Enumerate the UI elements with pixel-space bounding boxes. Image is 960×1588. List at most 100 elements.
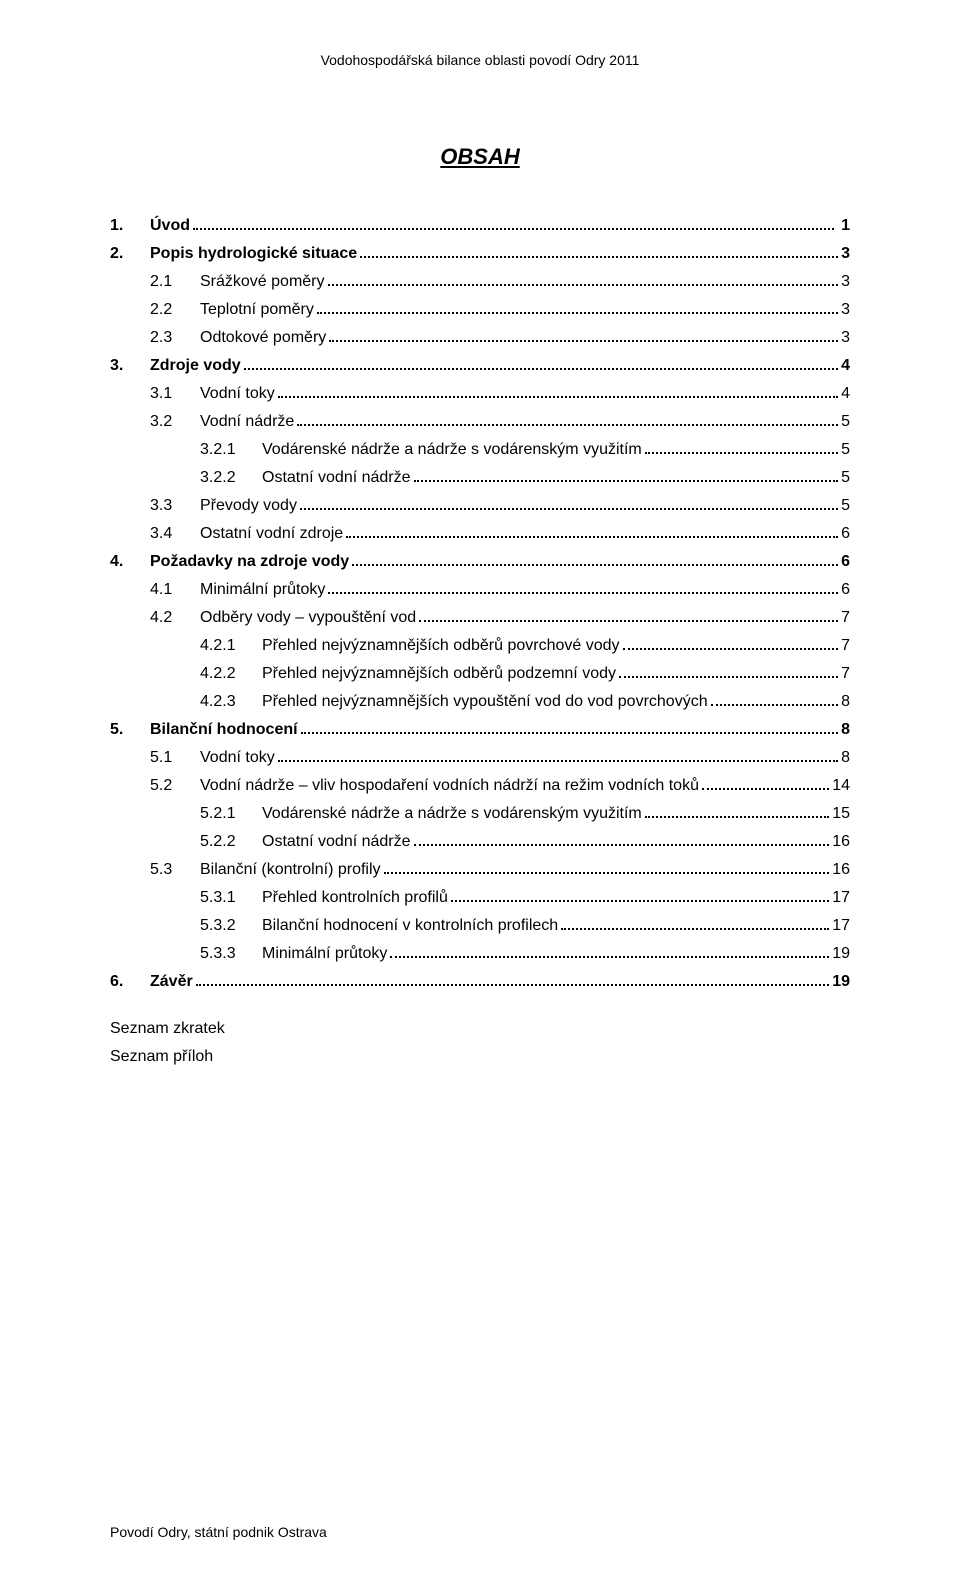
- toc-entry-number: 4.2.3: [200, 694, 262, 710]
- toc-entry-label: Vodní nádrže – vliv hospodaření vodních …: [200, 778, 699, 794]
- toc-entry: 2.2Teplotní poměry3: [110, 302, 850, 318]
- toc-entry-label: Přehled nejvýznamnějších odběrů podzemní…: [262, 666, 616, 682]
- toc-leader-dots: [301, 723, 839, 734]
- toc-container: 1.Úvod 12.Popis hydrologické situace32.1…: [110, 218, 850, 990]
- toc-entry: 5.1Vodní toky8: [110, 750, 850, 766]
- toc-leader-dots: [297, 415, 838, 426]
- toc-leader-dots: [619, 667, 838, 678]
- toc-entry-page: 3: [841, 246, 850, 262]
- toc-entry-label: Minimální průtoky: [200, 582, 325, 598]
- toc-leader-dots: [702, 779, 829, 790]
- toc-entry-page: 16: [832, 862, 850, 878]
- toc-entry-label: Odběry vody – vypouštění vod: [200, 610, 416, 626]
- toc-entry-label: Bilanční hodnocení: [150, 722, 298, 738]
- toc-entry: 1.Úvod 1: [110, 218, 850, 234]
- toc-entry-page: 5: [841, 470, 850, 486]
- toc-title: OBSAH: [110, 144, 850, 170]
- toc-entry-label: Bilanční hodnocení v kontrolních profile…: [262, 918, 558, 934]
- toc-leader-dots: [278, 387, 838, 398]
- toc-entry-page: 7: [841, 638, 850, 654]
- toc-entry-page: 3: [841, 330, 850, 346]
- toc-leader-dots: [328, 583, 838, 594]
- toc-entry: 5.3.1Přehled kontrolních profilů17: [110, 890, 850, 906]
- toc-leader-dots: [328, 275, 839, 286]
- toc-entry-number: 3.4: [150, 526, 200, 542]
- toc-entry: 2.3Odtokové poměry 3: [110, 330, 850, 346]
- toc-entry-label: Vodní toky: [200, 386, 275, 402]
- toc-entry-number: 5.3: [150, 862, 200, 878]
- toc-entry-label: Teplotní poměry: [200, 302, 314, 318]
- toc-leader-dots: [244, 359, 838, 370]
- toc-entry-page: 19: [832, 974, 850, 990]
- toc-entry-page: 16: [832, 834, 850, 850]
- toc-entry-page: 1: [837, 218, 850, 234]
- toc-entry-page: 15: [832, 806, 850, 822]
- toc-leader-dots: [419, 611, 838, 622]
- toc-entry: 5.2Vodní nádrže – vliv hospodaření vodní…: [110, 778, 850, 794]
- toc-leader-dots: [193, 219, 834, 230]
- toc-entry-number: 2.2: [150, 302, 200, 318]
- toc-entry: 5.3.2Bilanční hodnocení v kontrolních pr…: [110, 918, 850, 934]
- toc-entry: 3.Zdroje vody 4: [110, 358, 850, 374]
- toc-entry-label: Zdroje vody: [150, 358, 241, 374]
- toc-entry-number: 4.: [110, 554, 150, 570]
- toc-entry: 5.3.3Minimální průtoky19: [110, 946, 850, 962]
- toc-entry-page: 7: [841, 610, 850, 626]
- toc-entry: 3.2.2Ostatní vodní nádrže5: [110, 470, 850, 486]
- toc-leader-dots: [414, 835, 830, 846]
- toc-entry-label: Přehled kontrolních profilů: [262, 890, 448, 906]
- toc-leader-dots: [645, 807, 829, 818]
- toc-entry: 3.1Vodní toky 4: [110, 386, 850, 402]
- toc-leader-dots: [623, 639, 839, 650]
- toc-entry: 5.Bilanční hodnocení8: [110, 722, 850, 738]
- toc-trailing-block: Seznam zkratek Seznam příloh: [110, 1020, 850, 1066]
- toc-entry-page: 7: [841, 666, 850, 682]
- toc-entry-number: 2.: [110, 246, 150, 262]
- toc-entry: 3.2Vodní nádrže 5: [110, 414, 850, 430]
- toc-leader-dots: [360, 247, 838, 258]
- toc-entry-page: 4: [841, 358, 850, 374]
- toc-entry-number: 5.2.1: [200, 806, 262, 822]
- toc-leader-dots: [645, 443, 838, 454]
- toc-entry-page: 6: [841, 554, 850, 570]
- toc-entry: 5.2.1Vodárenské nádrže a nádrže s vodáre…: [110, 806, 850, 822]
- toc-entry-page: 8: [841, 750, 850, 766]
- toc-entry: 3.4Ostatní vodní zdroje6: [110, 526, 850, 542]
- toc-leader-dots: [711, 695, 839, 706]
- toc-entry-number: 4.2.2: [200, 666, 262, 682]
- toc-entry-page: 5: [841, 414, 850, 430]
- toc-entry: 4.2.1Přehled nejvýznamnějších odběrů pov…: [110, 638, 850, 654]
- toc-entry-number: 3.2: [150, 414, 200, 430]
- trailing-item: Seznam příloh: [110, 1048, 850, 1066]
- toc-entry-number: 3.2.2: [200, 470, 262, 486]
- toc-entry-number: 1.: [110, 218, 150, 234]
- toc-entry-label: Převody vody: [200, 498, 297, 514]
- toc-entry-page: 17: [832, 890, 850, 906]
- toc-entry-page: 5: [841, 498, 850, 514]
- toc-entry-number: 2.3: [150, 330, 200, 346]
- toc-leader-dots: [414, 471, 839, 482]
- toc-leader-dots: [196, 975, 830, 986]
- toc-entry-number: 2.1: [150, 274, 200, 290]
- document-page: Vodohospodářská bilance oblasti povodí O…: [0, 0, 960, 1588]
- toc-entry-label: Odtokové poměry: [200, 330, 326, 346]
- toc-entry-number: 6.: [110, 974, 150, 990]
- toc-entry-label: Úvod: [150, 218, 190, 234]
- toc-entry-page: 8: [841, 722, 850, 738]
- toc-entry-label: Ostatní vodní nádrže: [262, 834, 411, 850]
- toc-entry-page: 8: [841, 694, 850, 710]
- toc-entry-label: Vodní nádrže: [200, 414, 294, 430]
- toc-entry: 2.1Srážkové poměry3: [110, 274, 850, 290]
- toc-entry: 6.Závěr 19: [110, 974, 850, 990]
- toc-entry-label: Vodárenské nádrže a nádrže s vodárenským…: [262, 806, 642, 822]
- toc-entry-label: Závěr: [150, 974, 193, 990]
- page-header: Vodohospodářská bilance oblasti povodí O…: [110, 52, 850, 68]
- toc-entry-page: 3: [841, 274, 850, 290]
- toc-entry-label: Minimální průtoky: [262, 946, 387, 962]
- toc-entry-number: 3.1: [150, 386, 200, 402]
- toc-entry-number: 3.: [110, 358, 150, 374]
- toc-entry-number: 3.3: [150, 498, 200, 514]
- toc-entry: 5.2.2Ostatní vodní nádrže16: [110, 834, 850, 850]
- trailing-item: Seznam zkratek: [110, 1020, 850, 1038]
- toc-entry-page: 4: [841, 386, 850, 402]
